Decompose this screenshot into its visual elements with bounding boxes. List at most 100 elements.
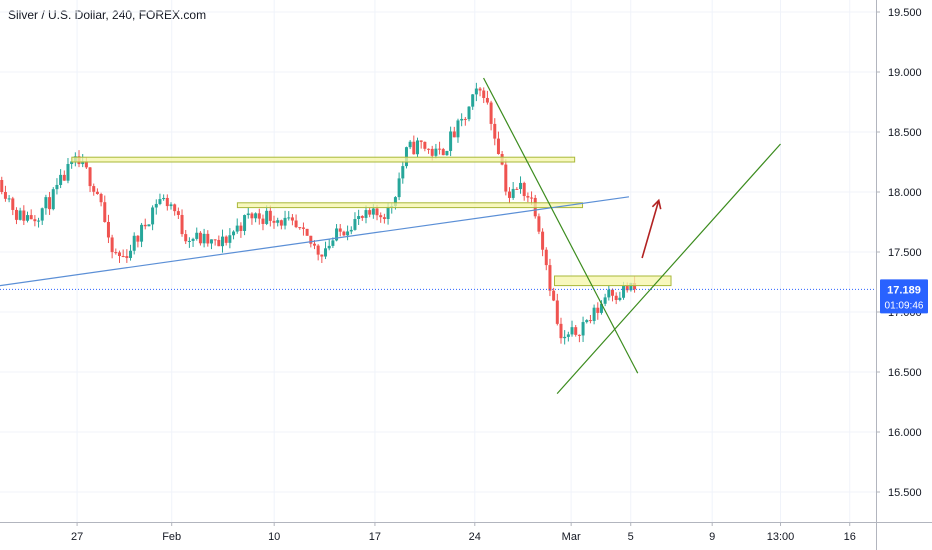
y-tick-label: 16.500 xyxy=(888,367,922,379)
candle-body xyxy=(62,174,66,181)
candle-body xyxy=(478,88,482,91)
candle-body xyxy=(228,235,232,243)
candle-body xyxy=(217,239,221,247)
candle-body xyxy=(393,197,397,207)
candle-body xyxy=(51,189,55,210)
candle-body xyxy=(622,285,626,298)
candle-body xyxy=(423,141,427,149)
candle-body xyxy=(555,300,559,324)
candle-body xyxy=(14,209,18,220)
candle-body xyxy=(294,220,298,228)
candle-body xyxy=(151,207,155,225)
candle-body xyxy=(504,164,508,192)
candle-body xyxy=(265,210,269,224)
candle-body xyxy=(596,307,600,313)
forecast-arrow[interactable] xyxy=(641,200,660,259)
candle-body xyxy=(184,234,188,242)
candle-body xyxy=(633,283,637,290)
candle-body xyxy=(44,197,48,209)
candle-body xyxy=(202,233,206,244)
candle-body xyxy=(125,256,129,258)
candle-body xyxy=(324,248,328,257)
resistance-zone[interactable] xyxy=(71,156,576,163)
candle-body xyxy=(18,210,22,220)
candle-body xyxy=(364,210,368,218)
candle-body xyxy=(290,217,294,221)
x-tick-label: 27 xyxy=(71,531,83,543)
candle-body xyxy=(250,213,254,219)
candle-body xyxy=(610,289,614,296)
candle-body xyxy=(136,235,140,242)
candle-body xyxy=(243,215,247,231)
candle-body xyxy=(603,297,607,304)
candle-body xyxy=(607,289,611,298)
candle-body xyxy=(70,161,74,165)
candle-body xyxy=(261,218,265,224)
candle-body xyxy=(511,188,515,198)
candle-body xyxy=(570,327,574,335)
candle-body xyxy=(272,220,276,223)
candle-body xyxy=(599,303,603,313)
x-tick-label: Feb xyxy=(162,531,181,543)
candle-body xyxy=(37,220,41,222)
candle-body xyxy=(588,320,592,322)
candle-body xyxy=(530,197,534,199)
candle-body xyxy=(81,161,85,165)
candle-body xyxy=(515,188,519,190)
trend-line[interactable] xyxy=(0,196,630,287)
candle-body xyxy=(316,245,320,255)
candle-body xyxy=(92,186,96,192)
x-tick-label: 13:00 xyxy=(767,531,795,543)
candle-body xyxy=(283,217,287,226)
x-tick-label: 16 xyxy=(844,531,856,543)
candle-body xyxy=(382,217,386,220)
candle-body xyxy=(254,213,258,219)
candle-body xyxy=(577,334,581,336)
candle-body xyxy=(489,102,493,124)
trend-line[interactable] xyxy=(556,143,781,395)
candle-body xyxy=(162,197,166,200)
candle-body xyxy=(279,220,283,226)
candle-body xyxy=(625,285,629,291)
candle-body xyxy=(132,235,136,251)
candle-body xyxy=(129,250,133,258)
candle-body xyxy=(268,210,272,221)
candle-body xyxy=(371,208,375,215)
resistance-zone[interactable] xyxy=(554,275,672,287)
candle-body xyxy=(357,216,361,220)
price-label-box xyxy=(880,279,928,314)
candle-body xyxy=(147,224,151,227)
candle-body xyxy=(232,231,236,236)
candle-body xyxy=(467,106,471,120)
candle-body xyxy=(445,150,449,156)
candle-body xyxy=(482,90,486,98)
candle-body xyxy=(346,231,350,236)
candle-body xyxy=(338,228,342,232)
candle-body xyxy=(106,221,110,238)
candle-body xyxy=(99,193,103,203)
candle-body xyxy=(544,249,548,266)
candle-body xyxy=(456,120,460,138)
candle-body xyxy=(474,88,478,95)
candle-body xyxy=(48,197,52,210)
resistance-zone[interactable] xyxy=(236,202,584,209)
candle-body xyxy=(154,203,158,208)
candle-body xyxy=(397,178,401,198)
candle-body xyxy=(342,231,346,236)
candle-body xyxy=(471,94,475,107)
y-tick-label: 15.500 xyxy=(888,487,922,499)
candle-body xyxy=(165,197,169,207)
candle-body xyxy=(434,148,438,156)
candle-body xyxy=(221,236,225,247)
candle-body xyxy=(40,208,44,221)
candle-body xyxy=(117,252,121,257)
candle-body xyxy=(180,214,184,235)
trend-line[interactable] xyxy=(483,77,639,374)
candle-body xyxy=(375,208,379,216)
candle-body xyxy=(169,204,173,207)
y-tick-label: 19.500 xyxy=(888,7,922,19)
candle-body xyxy=(449,131,453,151)
y-tick-label: 18.500 xyxy=(888,127,922,139)
candle-body xyxy=(438,148,442,150)
